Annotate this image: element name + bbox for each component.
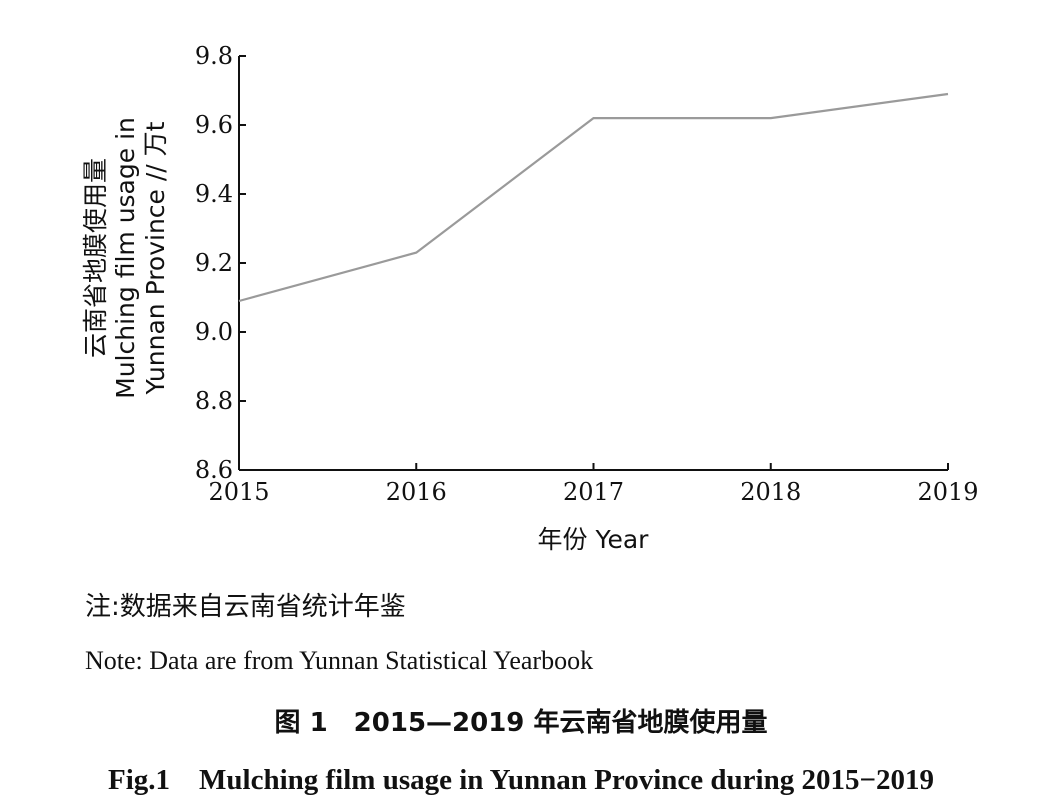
- y-tick-label: 8.8: [195, 387, 233, 415]
- y-tick-label: 9.2: [195, 249, 233, 277]
- y-axis-title-line-1: 云南省地膜使用量: [81, 158, 110, 358]
- y-tick-label: 9.8: [195, 42, 233, 70]
- x-tick-label: 2015: [208, 478, 269, 506]
- y-axis-title-line-3: Yunnan Province // 万t: [141, 121, 170, 395]
- figure-caption-cn: 图 1 2015—2019 年云南省地膜使用量: [274, 708, 768, 738]
- x-tick-label: 2019: [917, 478, 978, 506]
- line-chart: 8.6 8.8 9.0 9.2 9.4 9.6 9.8 2015 2016 2017 2018 201…: [81, 42, 979, 554]
- x-tick-label: 2017: [563, 478, 624, 506]
- source-note-cn: 注:数据来自云南省统计年鉴: [85, 592, 406, 622]
- series-line: [238, 92, 949, 303]
- figure-caption-en: Fig.1 Mulching film usage in Yunnan Prov…: [108, 764, 934, 796]
- y-tick-label: 9.6: [195, 111, 233, 139]
- x-axis-title: 年份 Year: [538, 525, 650, 554]
- axes: [238, 55, 949, 471]
- series-layer: [238, 92, 949, 303]
- x-tick-label: 2016: [386, 478, 447, 506]
- y-axis-title-line-2: Mulching film usage in: [111, 117, 140, 399]
- y-tick-label: 8.6: [195, 456, 233, 484]
- y-tick-label: 9.4: [195, 180, 233, 208]
- tick-labels: 8.6 8.8 9.0 9.2 9.4 9.6 9.8 2015 2016 2017 2018 201…: [195, 42, 979, 506]
- y-tick-label: 9.0: [195, 318, 233, 346]
- x-tick-label: 2018: [740, 478, 801, 506]
- source-note-en: Note: Data are from Yunnan Statistical Y…: [85, 646, 594, 675]
- y-axis-title: 云南省地膜使用量 Mulching film usage in Yunnan P…: [81, 117, 170, 399]
